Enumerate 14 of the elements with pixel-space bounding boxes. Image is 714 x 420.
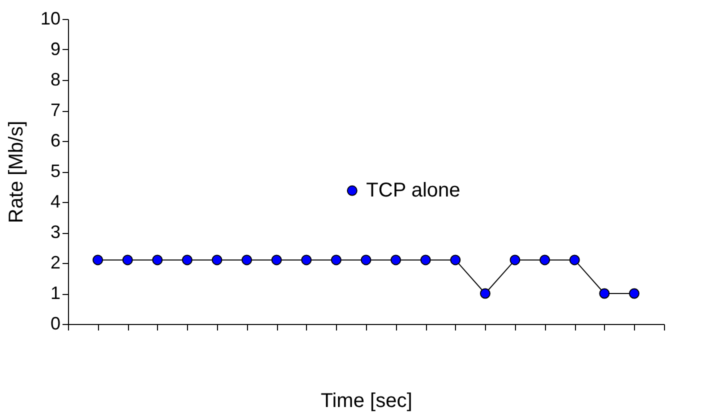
y-tick-label: 2: [50, 252, 60, 272]
y-tick-label: 8: [50, 70, 60, 90]
legend-label: TCP alone: [366, 180, 460, 202]
y-tick-label: 9: [50, 39, 60, 59]
y-tick-label: 10: [40, 8, 60, 28]
y-tick-label: 0: [50, 314, 60, 334]
y-tick-label: 1: [50, 283, 60, 303]
y-tick-label: 4: [50, 192, 60, 212]
y-tick-label: 6: [50, 130, 60, 150]
y-axis-title: Rate [Mb/s]: [5, 120, 28, 224]
y-tick-label: 5: [50, 161, 60, 181]
y-tick-label: 3: [50, 222, 60, 242]
x-axis-title: Time [sec]: [320, 390, 412, 412]
y-tick-label: 7: [50, 100, 60, 120]
